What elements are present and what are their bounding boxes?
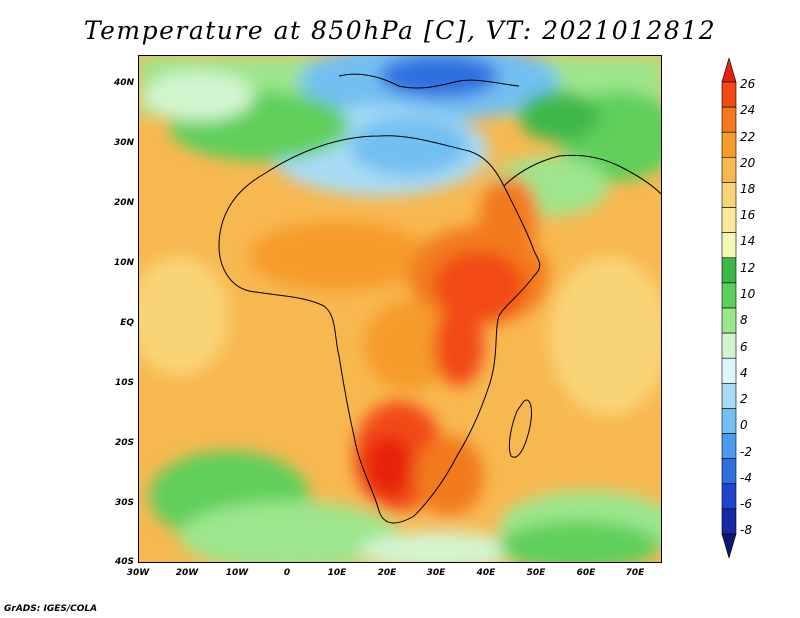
africa-coastline	[218, 135, 541, 524]
colorbar-swatch	[721, 58, 737, 83]
colorbar-swatch	[721, 533, 737, 558]
colorbar-label: 0	[740, 418, 748, 432]
lat-label: 30N	[113, 138, 134, 148]
colorbar-label: 12	[740, 261, 756, 275]
lat-label: 20S	[114, 438, 134, 448]
lon-label: 40E	[476, 568, 496, 578]
colorbar-swatch	[721, 483, 737, 510]
lon-label: 70E	[625, 568, 645, 578]
lat-label: 10S	[114, 378, 134, 388]
lat-label: 40S	[114, 557, 134, 567]
colorbar-label: 4	[740, 366, 748, 380]
lon-label: 20W	[175, 568, 199, 578]
colorbar-swatch	[721, 332, 737, 359]
colorbar-label: -4	[740, 471, 752, 485]
lon-label: 30E	[426, 568, 446, 578]
colorbar-label: 24	[740, 103, 756, 117]
lon-label: 10W	[225, 568, 249, 578]
colorbar-swatch	[721, 232, 737, 259]
colorbar-swatch	[721, 433, 737, 459]
colorbar-swatch	[721, 383, 737, 409]
europe-coastline	[338, 73, 520, 89]
coastlines	[218, 73, 661, 524]
lon-label: 60E	[576, 568, 596, 578]
colorbar-label: -8	[740, 523, 752, 537]
colorbar-swatch	[721, 257, 737, 284]
colorbar-label: -2	[740, 445, 752, 459]
lon-label: 20E	[377, 568, 397, 578]
lat-label: 30S	[114, 498, 134, 508]
map-title: Temperature at 850hPa [C], VT: 202101281…	[83, 16, 717, 45]
colorbar-label: 22	[740, 130, 756, 144]
lat-label: 40N	[113, 78, 134, 88]
colorbar-swatch	[721, 207, 737, 233]
colorbar-label: 8	[740, 313, 748, 327]
colorbar-label: 14	[740, 234, 756, 248]
lat-label: 20N	[113, 198, 134, 208]
lon-label: 30W	[126, 568, 150, 578]
colorbar-swatch	[721, 81, 737, 108]
colorbar-label: 18	[740, 182, 756, 196]
colorbar-swatch	[721, 307, 737, 334]
colorbar-label: 2	[740, 392, 748, 406]
lon-label: 50E	[526, 568, 546, 578]
colorbar-label: 26	[740, 77, 756, 91]
temperature-map	[138, 55, 662, 563]
colorbar-swatch	[721, 408, 737, 434]
colorbar-label: 16	[740, 208, 756, 222]
colorbar-swatch	[721, 458, 737, 485]
colorbar-swatch	[721, 106, 737, 133]
colorbar-swatch	[721, 131, 737, 158]
lat-label: 10N	[113, 258, 134, 268]
colorbar-label: 10	[740, 287, 756, 301]
colorbar-label: 6	[740, 340, 748, 354]
colorbar-swatch	[721, 282, 737, 309]
colorbar-swatch	[721, 357, 737, 384]
colorbar-swatch	[721, 508, 737, 535]
lon-label: 10E	[327, 568, 347, 578]
madagascar-coastline	[508, 399, 532, 458]
colorbar-swatch	[721, 157, 737, 183]
colorbar-label: -6	[740, 497, 752, 511]
asia-coastline	[503, 154, 661, 195]
colorbar-swatch	[721, 182, 737, 208]
map-canvas	[139, 56, 661, 562]
footer-credit: GrADS: IGES/COLA	[4, 604, 98, 614]
colorbar	[721, 58, 737, 558]
lon-label: 0	[283, 568, 291, 578]
lat-label: EQ	[120, 318, 134, 328]
temperature-field	[139, 56, 661, 562]
colorbar-label: 20	[740, 156, 756, 170]
